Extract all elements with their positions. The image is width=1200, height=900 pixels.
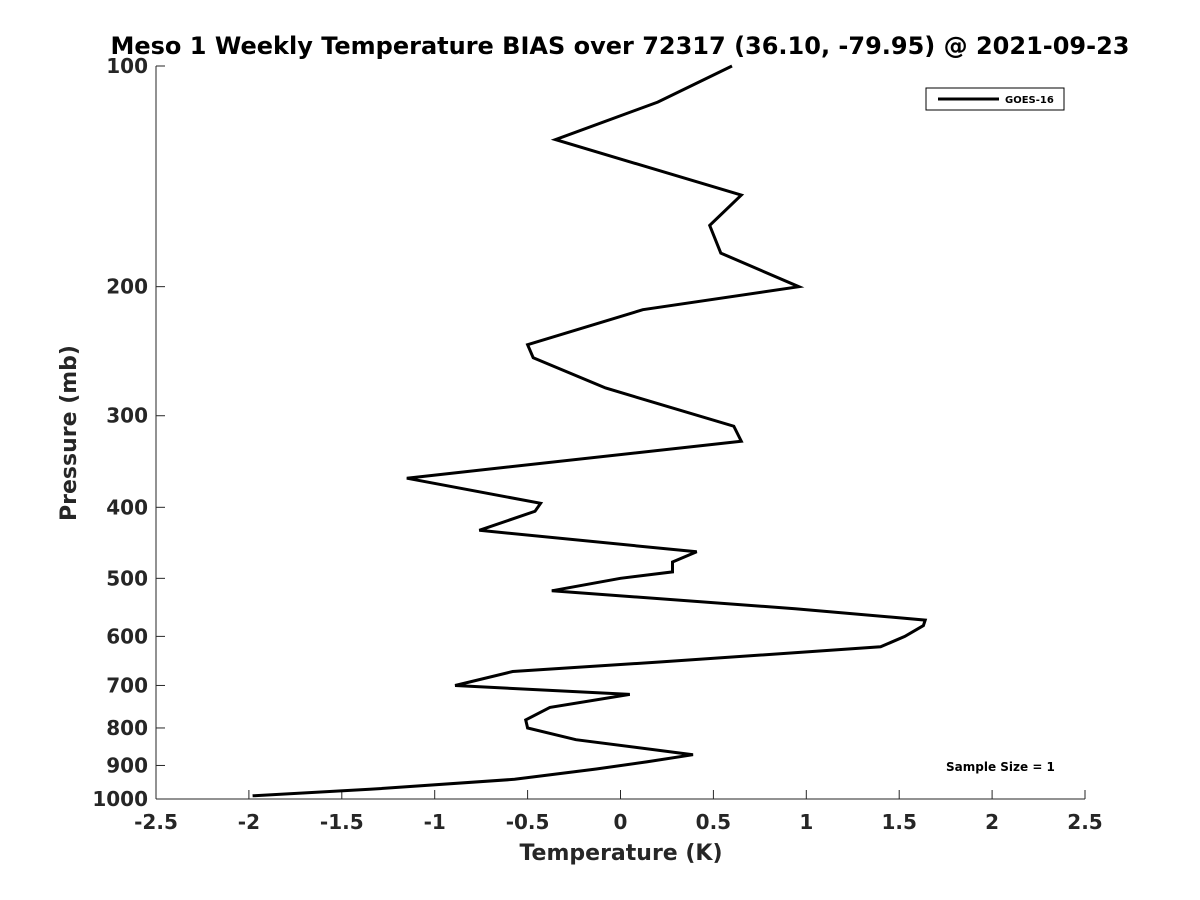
- y-ticks: 100 200 300 400 500 600 700 800 900 1000: [92, 54, 165, 811]
- y-tick-label: 200: [106, 275, 148, 299]
- x-tick-label: 2.5: [1067, 810, 1102, 834]
- x-tick-label: 1: [799, 810, 813, 834]
- x-tick-label: -0.5: [506, 810, 550, 834]
- x-tick-label: -2.5: [134, 810, 178, 834]
- y-tick-label: 500: [106, 566, 148, 590]
- x-ticks: -2.5 -2 -1.5 -1 -0.5 0 0.5 1 1.5 2 2.5: [134, 790, 1103, 834]
- x-tick-label: 0.5: [696, 810, 731, 834]
- y-tick-label: 600: [106, 624, 148, 648]
- y-tick-label: 300: [106, 404, 148, 428]
- x-axis-label: Temperature (K): [519, 841, 722, 866]
- chart-title: Meso 1 Weekly Temperature BIAS over 7231…: [110, 32, 1129, 60]
- series-line-goes-16: [252, 64, 928, 798]
- sample-size-annotation: Sample Size = 1: [946, 760, 1055, 774]
- y-tick-label: 400: [106, 495, 148, 519]
- y-tick-label: 900: [106, 753, 148, 777]
- x-tick-label: -1: [424, 810, 446, 834]
- y-tick-label: 1000: [92, 787, 148, 811]
- y-tick-label: 100: [106, 54, 148, 78]
- x-tick-label: 1.5: [881, 810, 916, 834]
- y-tick-label: 700: [106, 673, 148, 697]
- x-tick-label: 0: [614, 810, 628, 834]
- legend-label: GOES-16: [1005, 95, 1054, 106]
- y-axis-label: Pressure (mb): [57, 345, 82, 521]
- x-tick-label: 2: [985, 810, 999, 834]
- x-tick-label: -1.5: [320, 810, 364, 834]
- y-tick-label: 800: [106, 716, 148, 740]
- x-tick-label: -2: [238, 810, 260, 834]
- legend: GOES-16: [925, 87, 1065, 111]
